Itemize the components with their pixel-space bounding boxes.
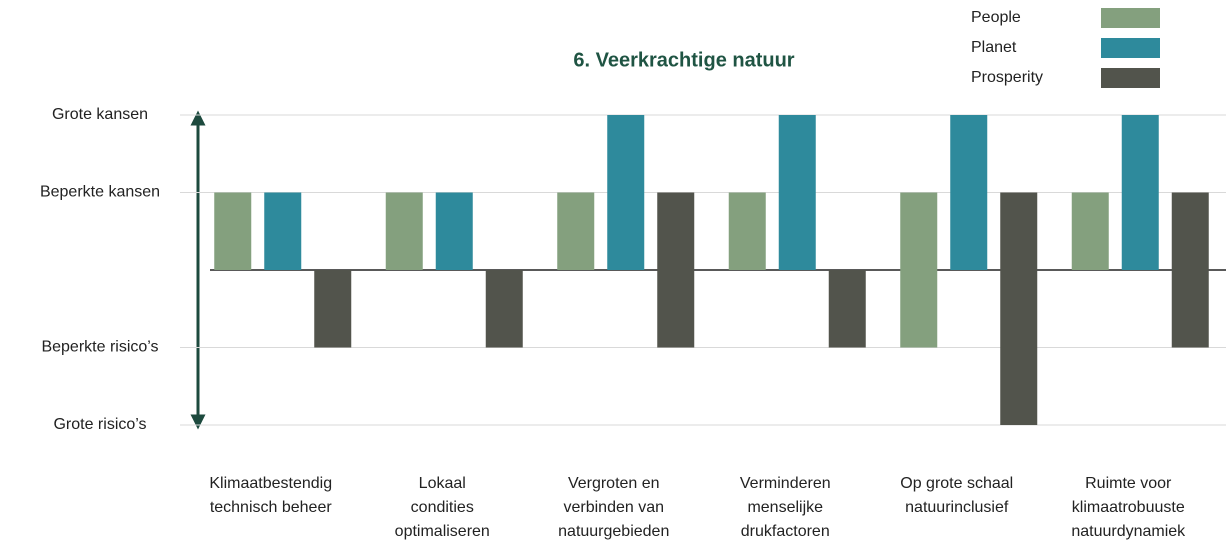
bar xyxy=(557,192,595,270)
bar xyxy=(900,192,938,348)
y-tick-label: Beperkte kansen xyxy=(40,184,160,201)
legend-label: Prosperity xyxy=(971,69,1043,86)
bar xyxy=(214,192,252,270)
y-tick-label: Grote risico’s xyxy=(53,416,146,433)
bar xyxy=(728,192,766,270)
legend-label: People xyxy=(971,9,1021,26)
bar xyxy=(607,115,645,270)
legend-label: Planet xyxy=(971,39,1017,56)
bar xyxy=(1071,192,1109,270)
y-tick-label: Grote kansen xyxy=(52,106,148,123)
chart-title: 6. Veerkrachtige natuur xyxy=(573,49,794,71)
bar xyxy=(1171,192,1209,348)
bar xyxy=(950,115,988,270)
bar xyxy=(314,270,352,348)
legend-swatch xyxy=(1101,68,1160,88)
x-tick-label: Verminderen menselijke drukfactoren xyxy=(740,475,831,540)
bar xyxy=(485,270,523,348)
legend-swatch xyxy=(1101,38,1160,58)
x-tick-label: Klimaatbestendig technisch beheer xyxy=(209,475,332,516)
x-tick-label: Ruimte voor klimaatrobuuste natuurdynamiek xyxy=(1071,475,1186,540)
bar xyxy=(1121,115,1159,270)
x-tick-label: Vergroten en verbinden van natuurgebieden xyxy=(558,475,669,540)
x-tick-label: Lokaal condities optimaliseren xyxy=(395,475,490,540)
y-tick-label: Beperkte risico’s xyxy=(41,339,158,356)
bar xyxy=(264,192,302,270)
x-tick-label: Op grote schaal natuurinclusief xyxy=(900,475,1013,516)
bar xyxy=(657,192,695,348)
bar xyxy=(778,115,816,270)
bar xyxy=(435,192,473,270)
bar xyxy=(385,192,423,270)
legend-swatch xyxy=(1101,8,1160,28)
bar xyxy=(1000,192,1038,425)
bar xyxy=(828,270,866,348)
